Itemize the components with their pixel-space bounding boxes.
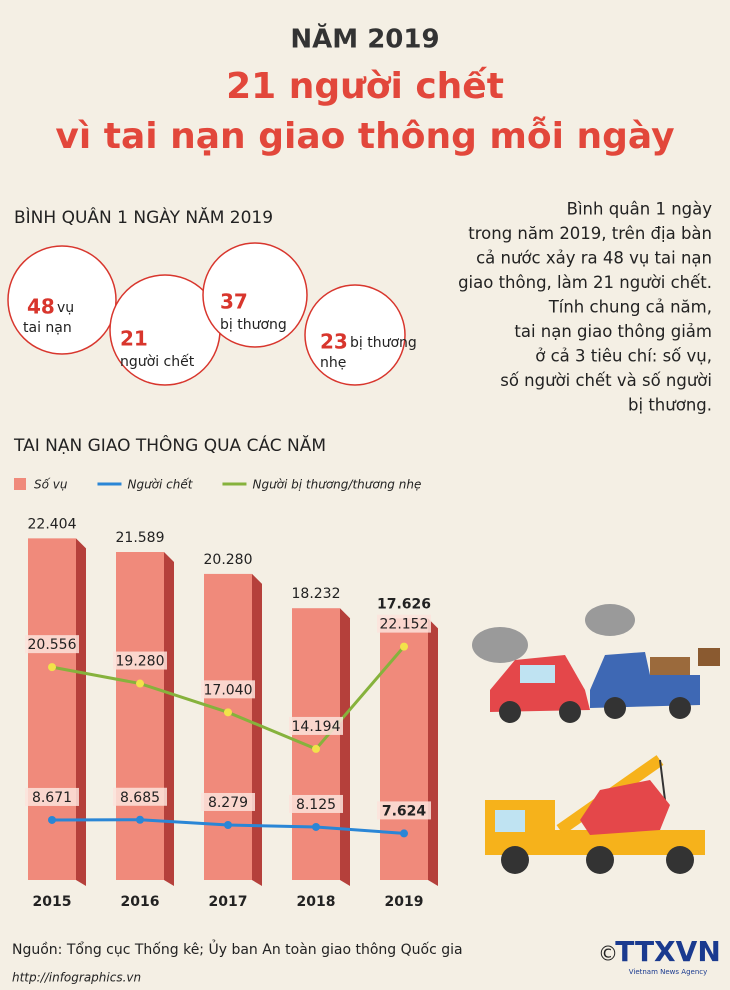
- label-box: [113, 651, 167, 670]
- legend-swatch: [14, 478, 26, 490]
- website: http://infographics.vn: [12, 971, 141, 985]
- bar: [116, 551, 164, 880]
- point: [312, 822, 320, 831]
- legend-label: Số vụ: [34, 478, 68, 492]
- stat-number: 21: [120, 327, 148, 351]
- point-value-label: 20.556: [28, 637, 77, 653]
- x-tick-label: 2015: [33, 894, 72, 910]
- bar-side: [252, 573, 262, 886]
- bar-value-label: 18.232: [292, 586, 341, 602]
- label-box: [201, 680, 255, 699]
- point-value-label: 7.624: [382, 803, 427, 819]
- label-box: [289, 716, 343, 735]
- legend-label: Người bị thương/thương nhẹ: [252, 478, 421, 492]
- summary: Bình quân 1 ngày trong năm 2019, trên địa…: [458, 200, 712, 415]
- label-box: [113, 787, 167, 806]
- stat-label: tai nạn: [23, 320, 72, 336]
- label-box: [377, 801, 431, 820]
- illustration: [472, 604, 720, 874]
- label-box: [25, 787, 79, 806]
- point-value-label: 8.125: [296, 797, 336, 813]
- bar: [292, 608, 340, 880]
- summary-line: Bình quân 1 ngày: [567, 200, 713, 219]
- label-box: [25, 635, 79, 654]
- bar-side: [164, 551, 174, 886]
- stat-number: 37: [220, 290, 248, 314]
- logo-sub: Vietnam News Agency: [629, 968, 708, 976]
- summary-line: ở cả 3 tiêu chí: số vụ,: [535, 347, 712, 366]
- stat-circle: [202, 242, 308, 348]
- point: [48, 663, 56, 672]
- summary-line: bị thương.: [628, 396, 712, 415]
- chart: Số vụ Người chết Người bị thương/thương nh…: [14, 478, 438, 910]
- x-tick-label: 2019: [385, 894, 424, 910]
- summary-line: số người chết và số người: [500, 371, 712, 390]
- stat-label: nhẹ: [320, 355, 346, 371]
- bar-side: [340, 608, 350, 886]
- stats-heading: BÌNH QUÂN 1 NGÀY NĂM 2019: [14, 206, 273, 228]
- copyright: ©: [598, 942, 618, 966]
- point: [312, 744, 320, 753]
- stat-number: 23: [320, 330, 348, 354]
- source: Nguồn: Tổng cục Thống kê; Ủy ban An toàn…: [12, 939, 463, 958]
- point-value-label: 14.194: [292, 719, 341, 735]
- stat-label: bị thương: [350, 335, 417, 351]
- point-value-label: 19.280: [116, 654, 165, 670]
- stat-label: người chết: [120, 353, 195, 370]
- chart-title: TAI NẠN GIAO THÔNG QUA CÁC NĂM: [13, 434, 326, 456]
- bar: [380, 618, 428, 880]
- title: 21 người chết: [226, 66, 504, 107]
- stat-circle: [7, 245, 117, 355]
- title: vì tai nạn giao thông mỗi ngày: [55, 116, 674, 157]
- summary-line: giao thông, làm 21 người chết.: [458, 273, 712, 292]
- point: [400, 829, 408, 838]
- summary-line: tai nạn giao thông giảm: [514, 322, 712, 341]
- label-box: [201, 792, 255, 811]
- bar-side: [76, 538, 86, 886]
- stat-label: vụ: [57, 300, 74, 316]
- bar-value-label: 21.589: [116, 530, 165, 546]
- bar: [28, 538, 76, 880]
- stat-circle: [304, 284, 406, 386]
- bar: [204, 573, 252, 880]
- point: [224, 820, 232, 829]
- x-tick-label: 2016: [121, 894, 160, 910]
- kicker: NĂM 2019: [290, 23, 439, 55]
- logo: TTXVN: [615, 935, 721, 968]
- label-box: [289, 794, 343, 813]
- summary-line: Tính chung cả năm,: [548, 298, 712, 317]
- point: [224, 708, 232, 717]
- x-tick-label: 2017: [209, 894, 248, 910]
- stat-number: 48: [27, 295, 55, 319]
- point: [136, 815, 144, 824]
- point: [48, 815, 56, 824]
- point-value-label: 8.685: [120, 790, 160, 806]
- label-box: [377, 614, 431, 633]
- point-value-label: 8.279: [208, 795, 248, 811]
- legend-label: Người chết: [127, 478, 193, 492]
- bar-value-label: 22.404: [28, 516, 77, 532]
- point-value-label: 22.152: [380, 617, 429, 633]
- bar-side: [428, 618, 438, 886]
- point: [136, 679, 144, 688]
- summary-line: trong năm 2019, trên địa bàn: [468, 224, 712, 243]
- point-value-label: 17.040: [204, 682, 253, 698]
- x-tick-label: 2018: [297, 894, 336, 910]
- summary-line: cả nước xảy ra 48 vụ tai nạn: [476, 249, 712, 268]
- point-value-label: 8.671: [32, 790, 72, 806]
- bar-value-label: 17.626: [377, 596, 431, 612]
- bar-value-label: 20.280: [204, 552, 253, 568]
- stat-label: bị thương: [220, 317, 287, 333]
- point: [400, 642, 408, 651]
